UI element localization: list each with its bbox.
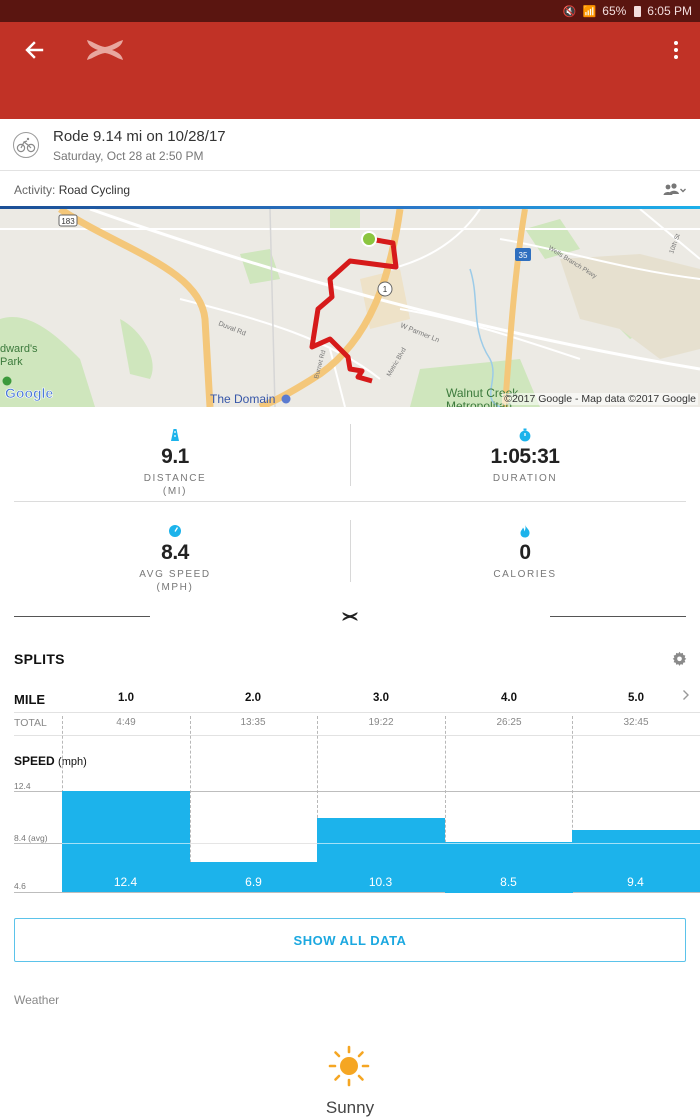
speedometer-icon xyxy=(7,523,343,539)
stat-avg-speed: 8.4 AVG SPEED (MPH) xyxy=(7,523,343,594)
map-attribution: ©2017 Google - Map data ©2017 Google xyxy=(502,393,698,405)
stopwatch-icon xyxy=(357,427,693,443)
mile-number: 5.0 xyxy=(628,692,644,704)
splits-table: MILE TOTAL SPEED (mph) 12.4 8.4 (avg) 4.… xyxy=(0,686,700,893)
duration-value: 1:05:31 xyxy=(490,445,560,468)
back-arrow-icon[interactable] xyxy=(20,36,48,64)
workout-header: Rode 9.14 mi on 10/28/17 Saturday, Oct 2… xyxy=(0,119,700,171)
split-total-time: 19:22 xyxy=(368,717,394,728)
battery-icon xyxy=(634,5,642,17)
highway-183 xyxy=(58,209,214,407)
stat-duration: 1:05:31 DURATION xyxy=(357,427,693,485)
y-label-min: 4.6 xyxy=(14,881,26,891)
duration-label: DURATION xyxy=(492,473,558,484)
y-label-avg: 8.4 (avg) xyxy=(14,833,48,843)
average-line xyxy=(62,843,700,844)
map-canvas: 183 1 35 dward's Park Duval Rd W Parmer L… xyxy=(0,209,700,407)
route-line xyxy=(309,236,399,384)
speed-bar[interactable] xyxy=(572,830,700,892)
chevron-right-icon[interactable] xyxy=(682,689,694,704)
under-armour-logo xyxy=(84,38,126,67)
park-label: dward's Park xyxy=(0,343,38,368)
route-1-label: 1 xyxy=(383,285,388,294)
chart-gridline xyxy=(14,791,700,792)
chart-gridline xyxy=(14,892,700,893)
workout-datetime: Saturday, Oct 28 at 2:50 PM xyxy=(53,149,204,163)
split-total-time: 26:25 xyxy=(496,717,522,728)
speed-bar-label: 8.5 xyxy=(500,875,517,889)
weather-condition: Sunny xyxy=(325,1098,375,1117)
distance-label: DISTANCE (MI) xyxy=(143,473,207,497)
speed-bar[interactable] xyxy=(190,862,318,892)
workout-stats: 9.1 DISTANCE (MI) 1:05:31 DURATION 8.4 AV… xyxy=(0,408,700,608)
accent-divider xyxy=(0,206,700,209)
overflow-menu-icon[interactable] xyxy=(670,36,682,64)
avg-speed-value: 8.4 xyxy=(161,541,189,564)
workout-title: Rode 9.14 mi on 10/28/17 xyxy=(53,128,226,145)
split-column-divider xyxy=(190,716,191,892)
the-domain-label: The Domain xyxy=(210,392,275,406)
split-column-divider xyxy=(445,716,446,892)
show-all-data-button[interactable]: SHOW ALL DATA xyxy=(14,918,686,962)
mile-number: 3.0 xyxy=(373,692,389,704)
split-total-time: 13:35 xyxy=(240,717,266,728)
stat-distance: 9.1 DISTANCE (MI) xyxy=(7,427,343,498)
weather-label: Weather xyxy=(14,993,60,1007)
activity-row: Activity: Road Cycling xyxy=(0,172,700,208)
start-marker xyxy=(361,231,377,247)
sun-icon xyxy=(328,1045,370,1087)
speed-bar[interactable] xyxy=(62,791,190,892)
battery-percent: 65% xyxy=(602,4,627,18)
split-column-divider xyxy=(572,716,573,892)
total-header: TOTAL xyxy=(14,717,47,729)
gear-icon[interactable] xyxy=(672,651,687,666)
calories-label: CALORIES xyxy=(493,569,557,580)
wifi-icon: 📶 xyxy=(582,5,597,18)
activity-type-value: Road Cycling xyxy=(58,183,131,197)
route-35-label: 35 xyxy=(519,251,528,260)
clock: 6:05 PM xyxy=(647,4,692,18)
stats-divider-2 xyxy=(350,520,351,582)
distance-value: 9.1 xyxy=(161,445,189,468)
split-total-time: 32:45 xyxy=(623,717,649,728)
splits-title: SPLITS xyxy=(14,651,65,667)
walnut-creek-label: Walnut Creek Metropolitan xyxy=(446,386,519,407)
google-logo: Google xyxy=(5,385,53,401)
park-area xyxy=(0,317,95,407)
stats-row-divider xyxy=(14,501,686,502)
mile-number: 2.0 xyxy=(245,692,261,704)
avg-speed-label: AVG SPEED (MPH) xyxy=(139,569,211,593)
interstate-35 xyxy=(502,209,528,407)
section-separator xyxy=(0,606,700,628)
stat-calories: 0 CALORIES xyxy=(357,523,693,581)
privacy-people-icon[interactable] xyxy=(662,182,686,198)
mute-icon: 🔇 xyxy=(562,5,577,18)
status-bar: 🔇 📶 65% 6:05 PM xyxy=(0,0,700,22)
mile-number: 4.0 xyxy=(501,692,517,704)
speed-bar-label: 6.9 xyxy=(245,875,262,889)
road-icon xyxy=(7,427,343,443)
app-bar xyxy=(0,22,700,119)
stats-divider xyxy=(350,424,351,486)
mile-number: 1.0 xyxy=(118,692,134,704)
speed-bar-label: 10.3 xyxy=(368,875,393,889)
shopping-pin-icon xyxy=(281,394,291,404)
speed-bar-label: 9.4 xyxy=(627,875,644,889)
route-183-label: 183 xyxy=(61,217,75,226)
speed-header: SPEED (mph) xyxy=(14,754,87,768)
speed-bar[interactable] xyxy=(445,842,573,893)
under-armour-logo-small xyxy=(342,612,358,621)
y-label-max: 12.4 xyxy=(14,781,31,791)
park-pin-icon xyxy=(2,376,12,386)
bicycle-icon xyxy=(13,132,39,158)
mile-header: MILE xyxy=(14,692,46,707)
flame-icon xyxy=(357,523,693,539)
split-total-time: 4:49 xyxy=(116,717,136,728)
speed-bar-label: 12.4 xyxy=(113,875,138,889)
calories-value: 0 xyxy=(519,541,531,564)
route-map[interactable]: 183 1 35 dward's Park Duval Rd W Parmer L… xyxy=(0,209,700,407)
activity-type: Activity: Road Cycling xyxy=(14,183,131,197)
split-column-divider xyxy=(317,716,318,892)
speed-bar[interactable] xyxy=(317,818,445,892)
